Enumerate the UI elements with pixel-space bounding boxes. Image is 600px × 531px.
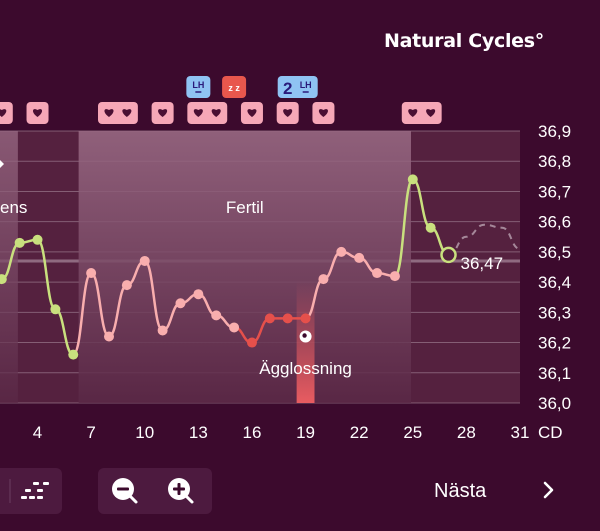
- period-marker-icon: [0, 160, 4, 168]
- zoom-out-icon[interactable]: [98, 468, 154, 514]
- y-tick-label: 36,7: [538, 182, 571, 201]
- temp-point: [264, 313, 275, 324]
- temp-point: [425, 222, 436, 233]
- current-temp-label: 36,47: [461, 254, 504, 273]
- heart-icon: [104, 109, 114, 117]
- y-tick-label: 36,4: [538, 273, 571, 292]
- heart-badge: [401, 102, 442, 124]
- x-tick-label: 7: [86, 423, 95, 442]
- x-tick-label: 22: [350, 423, 369, 442]
- temp-point: [354, 252, 365, 263]
- temp-point: [104, 331, 115, 342]
- chart-day-markers: LH 2 LH z z: [0, 76, 442, 124]
- heart-badge: [98, 102, 138, 124]
- y-tick-label: 36,9: [538, 122, 571, 141]
- x-tick-label: 10: [135, 423, 154, 442]
- data-points-icon: [9, 479, 49, 503]
- chart-labels: ens Fertil Ägglossning 36,9 36,8 36,7 36,6 36,5…: [0, 122, 571, 442]
- heart-icon: [0, 109, 7, 117]
- chart-regions: [0, 131, 411, 403]
- toolbar-left-button[interactable]: [0, 468, 62, 514]
- temp-point: [336, 246, 347, 257]
- lh-test-count: 2: [283, 79, 292, 98]
- temp-point: [157, 325, 168, 336]
- heart-icon: [158, 109, 168, 117]
- y-tick-label: 36,3: [538, 303, 571, 322]
- heart-icon: [408, 109, 418, 117]
- x-axis-label: CD: [538, 423, 563, 442]
- heart-icon: [283, 109, 293, 117]
- sleep-icon: z z: [228, 83, 240, 93]
- brand-logo: Natural Cycles°: [384, 30, 544, 52]
- temp-point: [193, 289, 204, 300]
- heart-icon: [211, 109, 221, 117]
- x-tick-label: 16: [242, 423, 261, 442]
- x-tick-label: 28: [457, 423, 476, 442]
- x-tick-label: 25: [403, 423, 422, 442]
- chevron-right-icon[interactable]: [540, 478, 558, 508]
- temp-point: [139, 255, 150, 266]
- temp-point: [229, 322, 240, 333]
- heart-icon: [122, 109, 132, 117]
- zoom-controls: [98, 468, 212, 514]
- temp-point: [372, 268, 383, 279]
- ovulation-egg-yolk: [302, 333, 307, 338]
- next-button[interactable]: Nästa: [434, 480, 487, 502]
- region-label: ens: [0, 198, 27, 217]
- temp-point: [32, 234, 43, 245]
- temp-point: [246, 337, 257, 348]
- y-tick-label: 36,2: [538, 334, 571, 353]
- temperature-chart[interactable]: LH 2 LH z z ens Fertil Ägglossning 36,9 36,8 36,…: [0, 0, 600, 460]
- heart-badge: [0, 102, 13, 124]
- x-tick-label: 13: [189, 423, 208, 442]
- temp-point: [50, 304, 61, 315]
- temp-point: [407, 174, 418, 185]
- temp-point: [389, 271, 400, 282]
- heart-icon: [247, 109, 257, 117]
- lh-test-label: LH: [300, 80, 312, 90]
- current-temp-point: [440, 246, 457, 264]
- temp-point: [318, 274, 329, 285]
- heart-badge: [187, 102, 228, 124]
- y-tick-label: 36,1: [538, 364, 571, 383]
- y-tick-label: 36,6: [538, 213, 571, 232]
- heart-icon: [426, 109, 436, 117]
- sleep-badge: [222, 76, 247, 98]
- chart-points: [0, 174, 457, 360]
- y-tick-label: 36,8: [538, 152, 571, 171]
- ovulation-label: Ägglossning: [259, 359, 352, 378]
- temp-point: [211, 310, 222, 321]
- forecast-line: [448, 223, 521, 256]
- zoom-in-icon[interactable]: [154, 468, 210, 514]
- heart-icon: [32, 109, 43, 117]
- x-tick-label: 31: [511, 423, 530, 442]
- heart-icon: [318, 109, 328, 117]
- temp-point: [300, 313, 311, 324]
- temp-point: [0, 274, 7, 285]
- y-tick-label: 36,5: [538, 243, 571, 262]
- y-tick-label: 36,0: [538, 394, 571, 413]
- x-tick-label: 4: [33, 423, 42, 442]
- lh-test-badge: [186, 76, 211, 98]
- heart-icon: [193, 109, 203, 117]
- temp-point: [282, 313, 293, 324]
- region-fertil: [78, 131, 411, 403]
- temp-point: [121, 280, 132, 291]
- temp-point: [86, 268, 97, 279]
- temp-point: [14, 237, 25, 248]
- x-tick-label: 19: [296, 423, 315, 442]
- region-label: Fertil: [226, 198, 264, 217]
- lh-test-label: LH: [192, 80, 204, 90]
- temp-point: [68, 349, 79, 360]
- temp-point: [175, 298, 186, 309]
